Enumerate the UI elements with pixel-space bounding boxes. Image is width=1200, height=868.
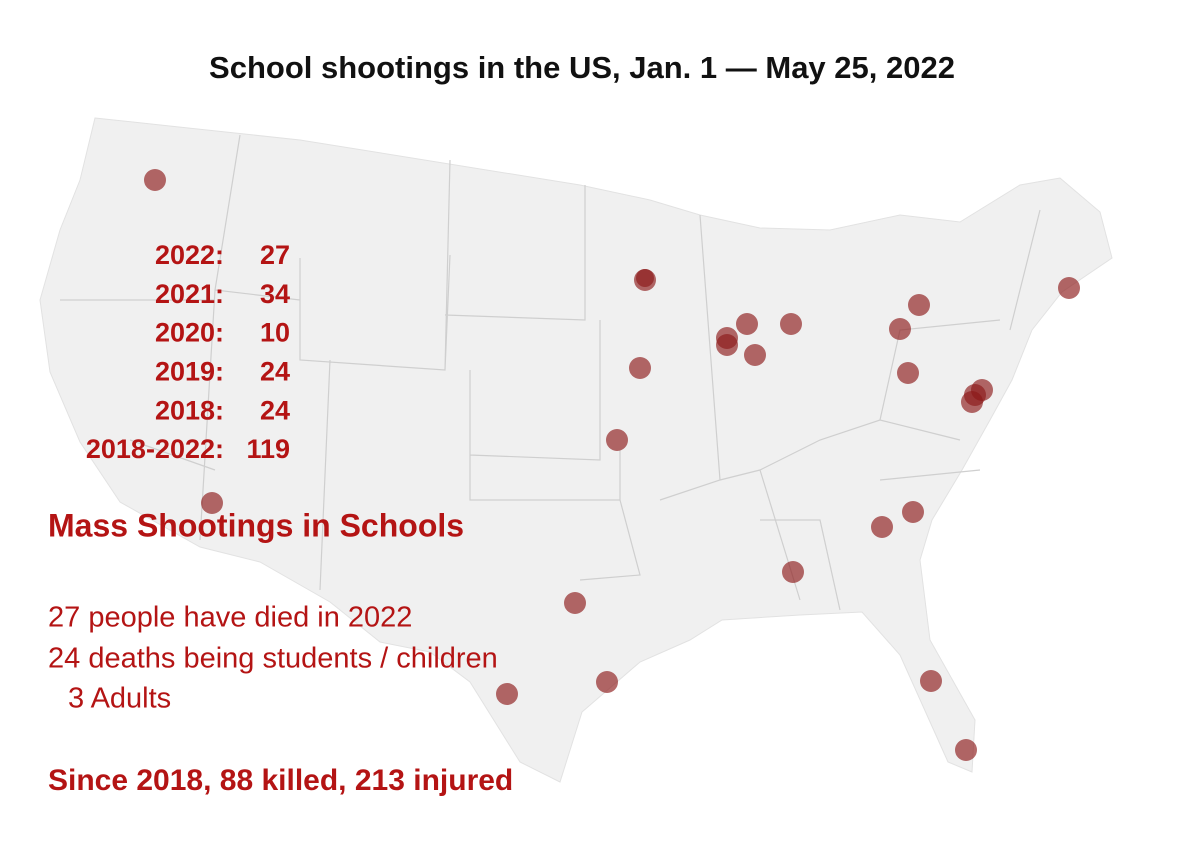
incident-dot: [636, 269, 654, 287]
yearly-counts: 2022: 27 2021: 34 2020: 10 2019: 24 2018: 24 2018-…: [86, 240, 290, 464]
year-count: 119: [246, 434, 290, 464]
incident-dot: [744, 344, 766, 366]
incident-dot: [902, 501, 924, 523]
incident-dot: [871, 516, 893, 538]
year-label: 2018-2022:: [86, 434, 224, 464]
note: 27 people have died in 2022: [48, 602, 412, 634]
year-count: 24: [260, 395, 290, 425]
incident-dot: [889, 318, 911, 340]
incident-dot: [564, 592, 586, 614]
incident-dot: [606, 429, 628, 451]
incident-dot: [201, 492, 223, 514]
title: School shootings in the US, Jan. 1 — May…: [209, 50, 955, 85]
year-label: 2018:: [155, 395, 224, 425]
incident-dot: [780, 313, 802, 335]
incident-dot: [908, 294, 930, 316]
year-label: 2019:: [155, 357, 224, 387]
incident-dots: [144, 169, 1080, 761]
year-count: 27: [260, 240, 290, 270]
summary: Since 2018, 88 killed, 213 injured: [48, 764, 513, 797]
year-count: 10: [260, 318, 290, 348]
incident-dot: [716, 327, 738, 349]
year-count: 34: [260, 279, 290, 309]
note: 3 Adults: [68, 683, 171, 715]
year-count: 24: [260, 357, 290, 387]
year-label: 2021:: [155, 279, 224, 309]
us-outline: [39, 117, 1113, 783]
incident-dot: [496, 683, 518, 705]
year-label: 2020:: [155, 318, 224, 348]
incident-dot: [920, 670, 942, 692]
incident-dot: [897, 362, 919, 384]
heading: Mass Shootings in Schools: [48, 507, 464, 543]
incident-dot: [736, 313, 758, 335]
incident-dot: [955, 739, 977, 761]
incident-dot: [596, 671, 618, 693]
incident-dot: [629, 357, 651, 379]
incident-dot: [1058, 277, 1080, 299]
incident-dot: [144, 169, 166, 191]
incident-dot: [964, 384, 986, 406]
note: 24 deaths being students / children: [48, 643, 498, 675]
us-map: [39, 117, 1113, 783]
incident-dot: [782, 561, 804, 583]
state-borders: [60, 134, 1041, 611]
year-label: 2022:: [155, 240, 224, 270]
